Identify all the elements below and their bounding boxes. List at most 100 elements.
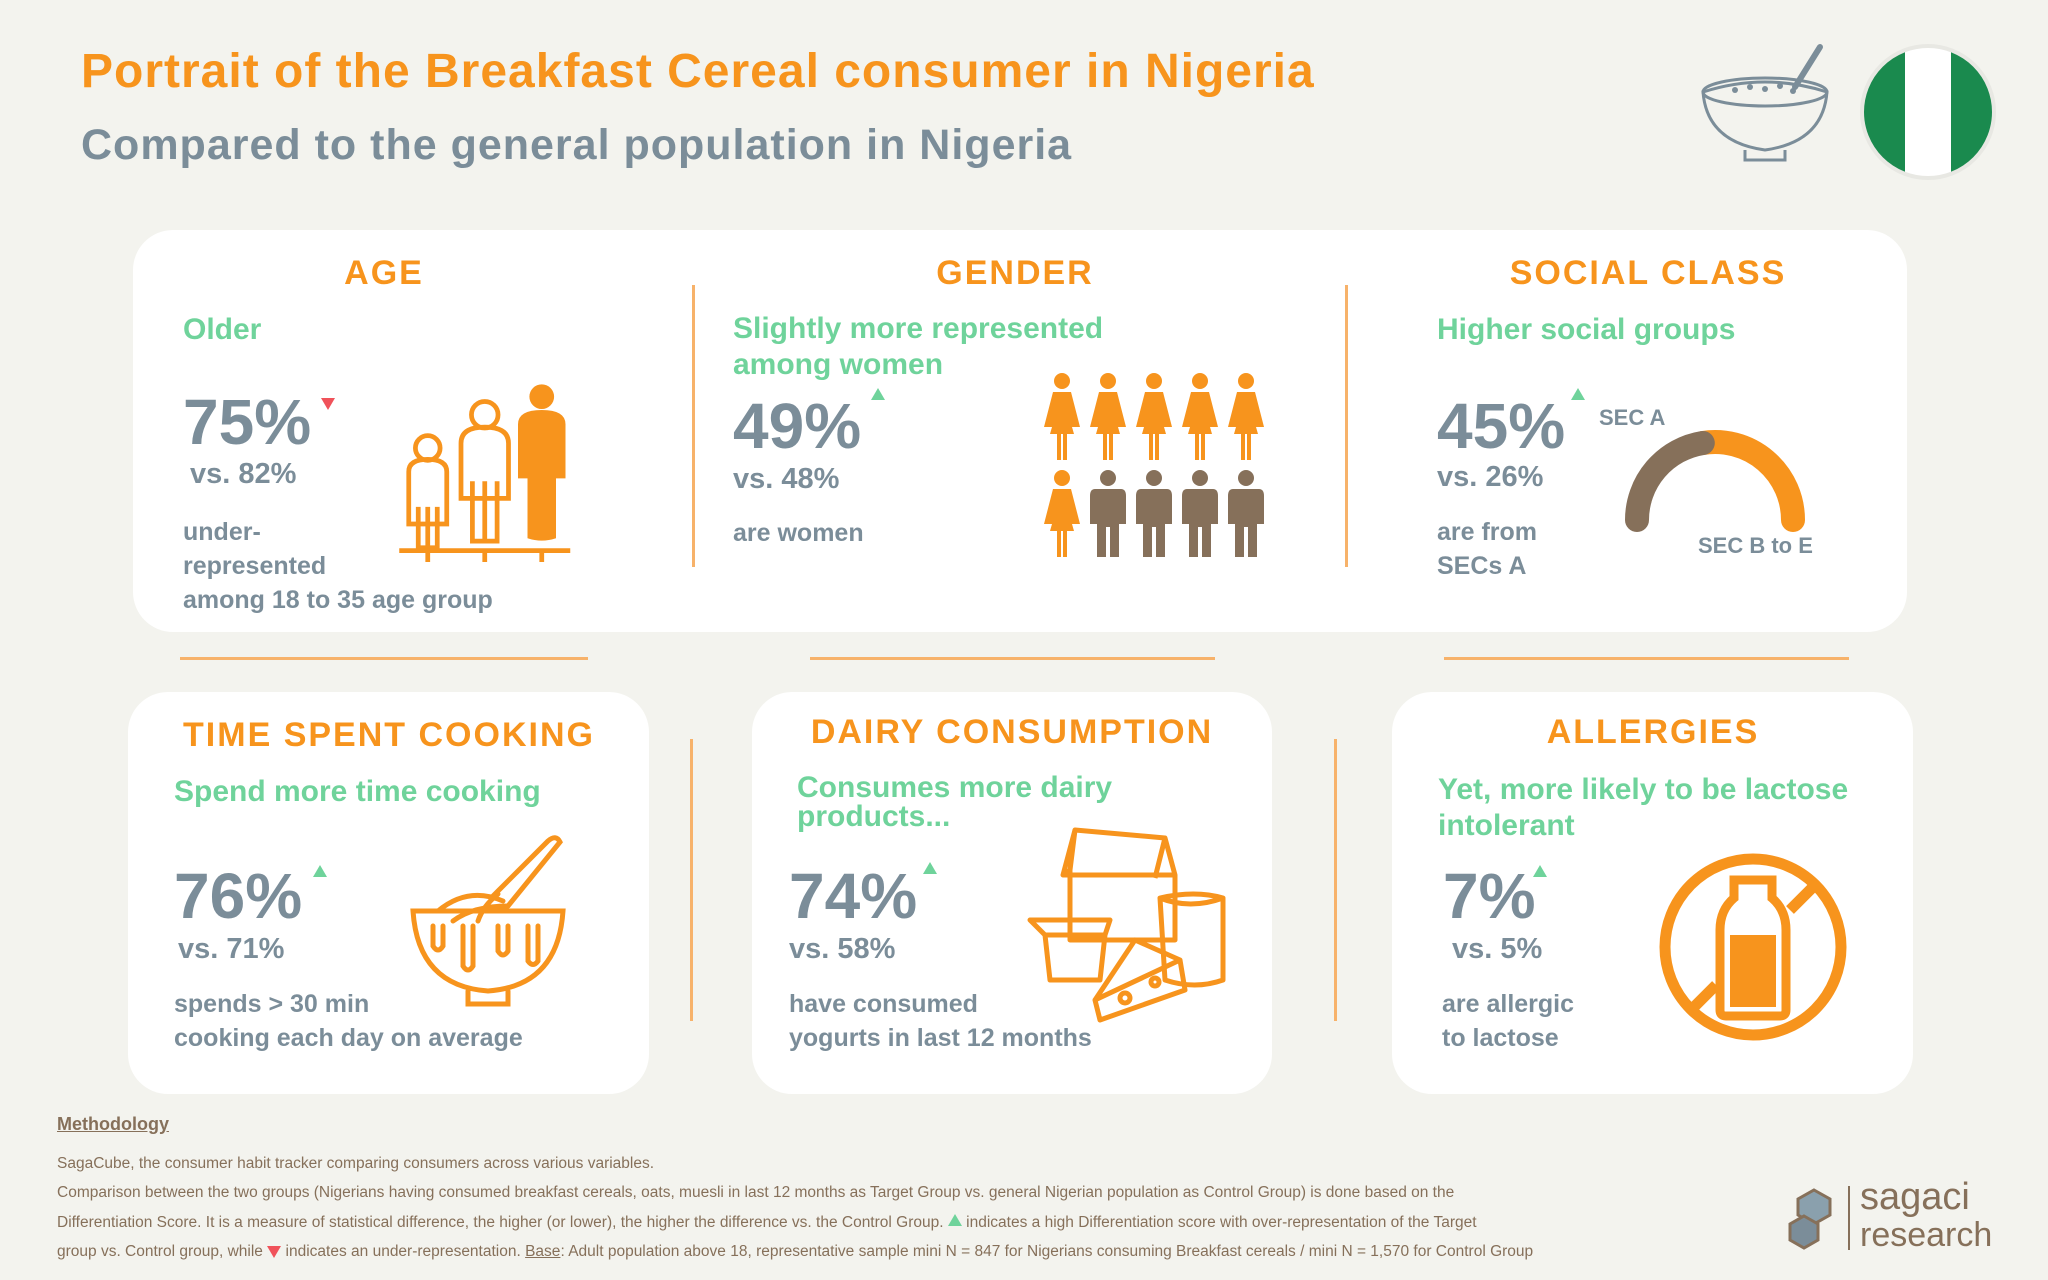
social-class-heading: SOCIAL CLASS xyxy=(1509,254,1787,292)
separator xyxy=(810,657,1215,660)
dairy-summary: Consumes more dairy products... xyxy=(797,771,1113,833)
text: Differentiation Score. It is a measure o… xyxy=(57,1214,944,1231)
desc-line: among 18 to 35 age group xyxy=(183,586,493,614)
desc-line: have consumed xyxy=(789,990,978,1018)
divider xyxy=(692,285,695,567)
social-class-description: are from SECs A xyxy=(1437,515,1537,583)
gauge-arc-sec-a xyxy=(1625,430,1715,532)
gender-comparison: vs. 48% xyxy=(733,463,840,495)
cereal-bowl-icon xyxy=(1701,44,1829,162)
dairy-description: have consumed yogurts in last 12 months xyxy=(789,987,1092,1055)
desc-line: yogurts in last 12 months xyxy=(789,1024,1092,1052)
age-summary: Older xyxy=(183,313,262,346)
up-triangle-icon xyxy=(1533,865,1547,877)
woman-icon xyxy=(1136,373,1172,460)
logo-line: research xyxy=(1860,1216,1993,1254)
allergies-value: 7% xyxy=(1443,860,1536,932)
up-triangle-icon xyxy=(871,388,885,400)
logo-line: sagaci xyxy=(1860,1176,1970,1218)
text: indicates an under-representation. xyxy=(285,1243,521,1260)
allergies-comparison: vs. 5% xyxy=(1452,933,1543,965)
page-title: Portrait of the Breakfast Cereal consume… xyxy=(81,45,1315,98)
text: : Adult population above 18, representat… xyxy=(560,1243,1534,1260)
methodology-line: SagaCube, the consumer habit tracker com… xyxy=(57,1155,655,1172)
up-triangle-icon xyxy=(923,862,937,874)
gauge-label-sec-a: SEC A xyxy=(1599,405,1666,430)
page-subtitle: Compared to the general population in Ni… xyxy=(81,121,1073,169)
separator xyxy=(180,657,588,660)
cooking-card xyxy=(128,692,649,1094)
divider xyxy=(1345,285,1348,567)
dairy-comparison: vs. 58% xyxy=(789,933,896,965)
allergies-heading: ALLERGIES xyxy=(1546,713,1760,751)
desc-line: SECs A xyxy=(1437,552,1527,580)
top-card xyxy=(133,230,1907,632)
up-triangle-icon xyxy=(947,1214,962,1226)
cooking-description: spends > 30 min cooking each day on aver… xyxy=(174,987,523,1055)
man-icon xyxy=(1136,470,1172,557)
summary-line: intolerant xyxy=(1438,809,1575,842)
methodology-line: Comparison between the two groups (Niger… xyxy=(57,1184,1455,1201)
no-milk-icon xyxy=(1659,853,1847,1041)
logo-text: sagaci research xyxy=(1860,1178,1992,1254)
woman-icon xyxy=(1044,470,1080,557)
text: group vs. Control group, while xyxy=(57,1243,263,1260)
up-triangle-icon xyxy=(1571,388,1585,400)
cooking-value: 76% xyxy=(174,860,303,932)
social-class-summary: Higher social groups xyxy=(1437,313,1736,346)
summary-line: Slightly more represented xyxy=(733,312,1104,345)
desc-line: are from xyxy=(1437,518,1538,546)
gender-heading: GENDER xyxy=(936,254,1094,292)
logo-divider xyxy=(1848,1186,1850,1250)
desc-line: spends > 30 min xyxy=(174,990,370,1018)
woman-icon xyxy=(1044,373,1080,460)
methodology-line: group vs. Control group, while indicates… xyxy=(57,1244,1533,1260)
age-comparison: vs. 82% xyxy=(190,458,297,490)
text: indicates a high Differentiation score w… xyxy=(966,1214,1477,1231)
dairy-value: 74% xyxy=(789,860,918,932)
age-heading: AGE xyxy=(344,254,424,292)
cooking-summary: Spend more time cooking xyxy=(174,775,541,808)
summary-line: among women xyxy=(733,348,944,381)
people-grid-icon xyxy=(1044,373,1264,557)
cooking-comparison: vs. 71% xyxy=(178,933,285,965)
gender-value: 49% xyxy=(733,390,862,462)
desc-line: under- xyxy=(183,518,261,546)
desc-line: are allergic xyxy=(1442,990,1575,1018)
summary-line: products... xyxy=(797,799,951,833)
woman-icon xyxy=(1090,373,1126,460)
cooking-heading: TIME SPENT COOKING xyxy=(183,716,595,754)
gender-description: are women xyxy=(733,519,864,547)
divider xyxy=(1334,739,1337,1021)
woman-icon xyxy=(1182,373,1218,460)
methodology-title: Methodology xyxy=(57,1114,169,1134)
family-height-icon xyxy=(399,384,571,562)
summary-line: Consumes more dairy xyxy=(797,771,1113,804)
nigeria-flag-icon xyxy=(1860,44,1996,180)
sec-gauge xyxy=(1625,430,1805,532)
desc-line: cooking each day on average xyxy=(174,1024,523,1052)
gauge-arc-sec-b-e xyxy=(1690,430,1805,532)
social-class-value: 45% xyxy=(1437,390,1566,462)
divider xyxy=(690,739,693,1021)
allergies-summary: Yet, more likely to be lactose intoleran… xyxy=(1438,772,1848,844)
age-value: 75% xyxy=(183,386,312,458)
social-class-comparison: vs. 26% xyxy=(1437,461,1544,493)
gender-summary: Slightly more represented among women xyxy=(733,311,1103,383)
whisk-bowl-icon xyxy=(410,835,566,1007)
woman-icon xyxy=(1228,373,1264,460)
allergies-description: are allergic to lactose xyxy=(1442,987,1574,1055)
dairy-heading: DAIRY CONSUMPTION xyxy=(810,713,1214,751)
up-triangle-icon xyxy=(313,865,327,877)
down-triangle-icon xyxy=(321,398,335,410)
sagaci-logo-icon xyxy=(1788,1188,1832,1250)
down-triangle-icon xyxy=(267,1246,282,1258)
methodology-line: Differentiation Score. It is a measure o… xyxy=(57,1214,1477,1231)
text: Base xyxy=(525,1243,561,1260)
summary-line: Yet, more likely to be lactose xyxy=(1438,773,1849,806)
man-icon xyxy=(1090,470,1126,557)
desc-line: to lactose xyxy=(1442,1024,1559,1052)
man-icon xyxy=(1182,470,1218,557)
age-description: under- represented among 18 to 35 age gr… xyxy=(183,515,493,617)
separator xyxy=(1444,657,1849,660)
